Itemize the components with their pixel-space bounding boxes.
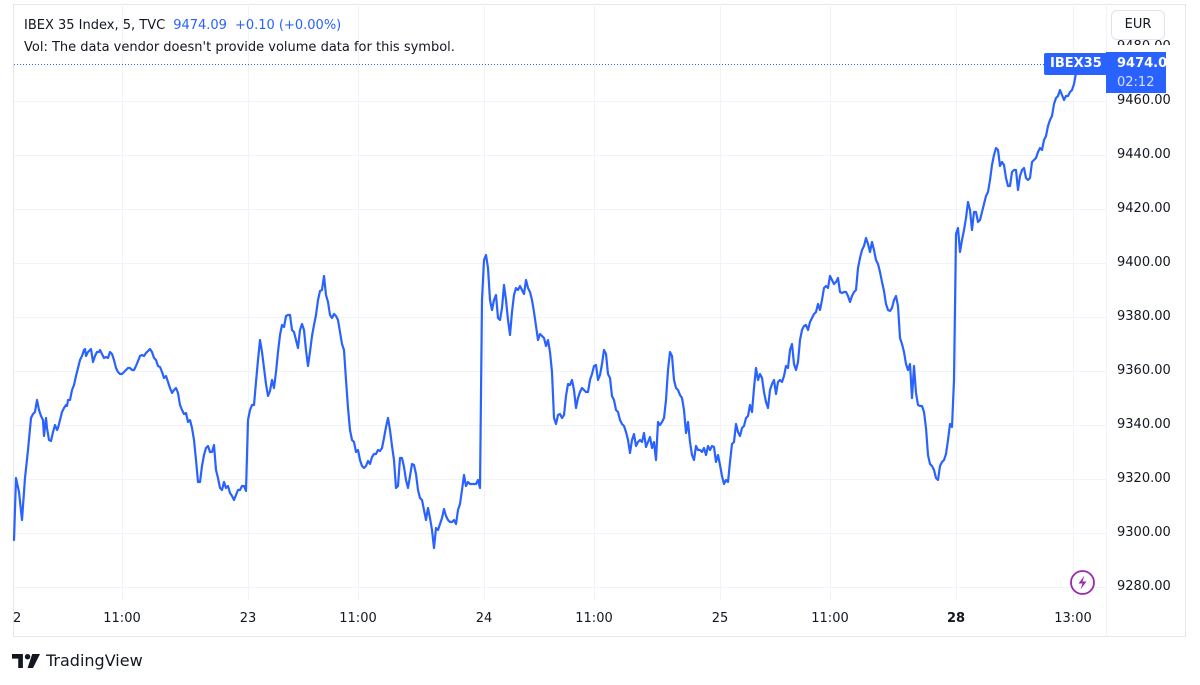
price-axis-label: 9340.00	[1117, 417, 1171, 432]
time-axis-label: 24	[475, 611, 493, 626]
time-axis-label: 28	[946, 611, 966, 626]
last-price-value: 9474.09	[173, 18, 227, 33]
time-axis-label: 11:00	[103, 611, 141, 626]
price-change-value: +0.10 (+0.00%)	[234, 18, 342, 33]
time-axis-label: 13:00	[1054, 611, 1092, 626]
price-axis-label: 9280.00	[1117, 579, 1171, 594]
price-axis-label: 9420.00	[1117, 201, 1171, 216]
symbol-price-tag: IBEX35	[1044, 53, 1108, 75]
symbol-description[interactable]: IBEX 35 Index, 5, TVC	[24, 18, 166, 33]
lightning-icon[interactable]	[1069, 569, 1096, 596]
tradingview-logo-icon	[12, 653, 40, 668]
price-axis-label: 9360.00	[1117, 363, 1171, 378]
price-line	[12, 63, 1080, 550]
time-axis-label: 11:00	[575, 611, 613, 626]
price-axis-label: 9480.00	[1117, 39, 1177, 45]
price-axis-label: 9300.00	[1117, 525, 1171, 540]
current-price: 9474.09	[1117, 56, 1177, 71]
bar-countdown: 02:12	[1117, 75, 1155, 90]
chart-legend: IBEX 35 Index, 5, TVC 9474.09 +0.10 (+0.00…	[24, 15, 455, 59]
price-axis-label: 9460.00	[1117, 93, 1171, 108]
current-price-label: 9474.09 02:12	[1106, 52, 1177, 93]
time-axis-label: 2	[13, 611, 22, 626]
chart-panel	[13, 4, 1186, 637]
tradingview-brand[interactable]: TradingView	[12, 651, 143, 670]
price-axis-label: 9400.00	[1117, 255, 1171, 270]
time-axis-label: 23	[239, 611, 257, 626]
gridlines	[14, 4, 1106, 600]
price-axis-label: 9320.00	[1117, 471, 1171, 486]
brand-name: TradingView	[46, 651, 143, 670]
time-axis-label: 11:00	[811, 611, 849, 626]
price-axis-label: 9380.00	[1117, 309, 1171, 324]
time-axis-label: 25	[711, 611, 729, 626]
price-axis-label: 9440.00	[1117, 147, 1171, 162]
currency-button[interactable]: EUR	[1111, 10, 1165, 40]
time-axis-label: 11:00	[339, 611, 377, 626]
volume-note: Vol: The data vendor doesn't provide vol…	[24, 40, 455, 55]
legend-symbol-row: IBEX 35 Index, 5, TVC 9474.09 +0.10 (+0.00…	[24, 15, 455, 37]
